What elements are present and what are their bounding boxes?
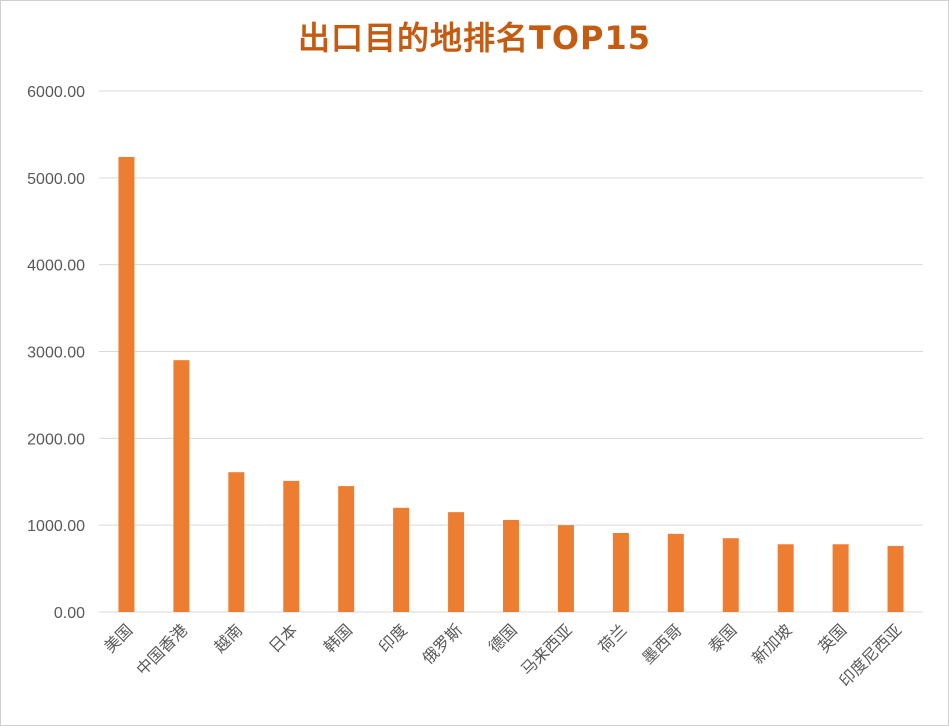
y-tick-label: 2000.00	[27, 431, 85, 448]
x-tick-label: 中国香港	[133, 620, 192, 679]
x-tick-label: 新加坡	[748, 620, 795, 667]
x-tick-label: 俄罗斯	[419, 620, 466, 667]
bar	[448, 512, 465, 612]
bar	[173, 360, 190, 612]
bar	[393, 507, 410, 612]
y-tick-label: 4000.00	[27, 258, 85, 275]
bar	[887, 546, 904, 612]
y-tick-label: 3000.00	[27, 345, 85, 362]
bar	[832, 544, 849, 612]
y-tick-label: 1000.00	[27, 518, 85, 535]
bar	[612, 532, 629, 612]
y-tick-label: 0.00	[54, 605, 85, 622]
x-tick-label: 泰国	[704, 620, 740, 656]
x-tick-label: 德国	[485, 620, 521, 656]
y-tick-label: 6000.00	[27, 84, 85, 101]
bar	[667, 533, 684, 612]
y-tick-label: 5000.00	[27, 171, 85, 188]
x-tick-label: 英国	[814, 620, 850, 656]
x-tick-label: 墨西哥	[638, 620, 685, 667]
bar	[283, 480, 300, 612]
bar	[118, 156, 135, 612]
x-tick-label: 美国	[100, 620, 136, 656]
x-tick-label: 韩国	[320, 620, 356, 656]
chart-title: 出口目的地排名TOP15	[297, 19, 652, 57]
x-tick-label: 越南	[210, 620, 246, 656]
bars	[118, 156, 904, 612]
x-tick-label: 荷兰	[595, 620, 631, 656]
bar	[557, 525, 574, 612]
bar	[503, 519, 519, 612]
x-tick-label: 印度	[375, 620, 411, 656]
y-axis-ticks: 0.00 1000.00 2000.00 3000.00 4000.00 5000.00 6…	[27, 84, 85, 622]
bar	[228, 472, 245, 612]
x-tick-label: 日本	[265, 620, 301, 656]
bar	[722, 538, 739, 612]
x-tick-label: 马来西亚	[517, 620, 576, 679]
bar	[338, 486, 355, 612]
bar	[777, 544, 794, 612]
